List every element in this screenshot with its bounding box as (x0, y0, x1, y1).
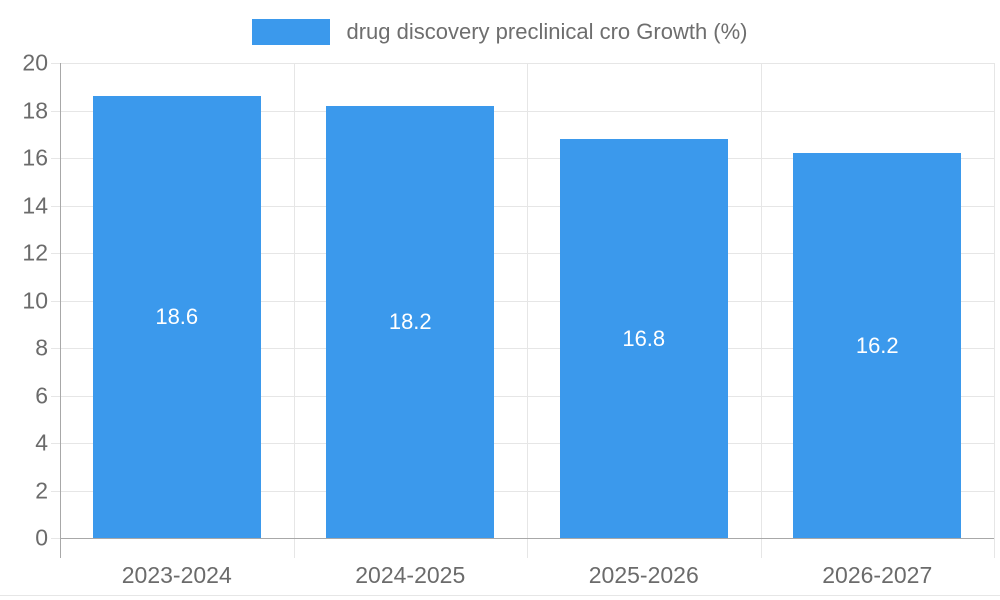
legend-label: drug discovery preclinical cro Growth (%… (346, 19, 748, 44)
bar (326, 105, 495, 538)
x-axis-tick (293, 538, 295, 558)
legend-swatch (252, 19, 331, 45)
x-tick-label: 2024-2025 (355, 562, 466, 588)
y-axis-tick (51, 348, 60, 349)
bar-value-label: 16.8 (622, 325, 666, 351)
zero-line (60, 538, 994, 539)
x-axis-tick (994, 538, 995, 558)
chart-legend: drug discovery preclinical cro Growth (%… (0, 14, 1000, 50)
y-axis-line (60, 63, 61, 558)
y-tick-label: 2 (35, 477, 48, 503)
y-tick-label: 4 (35, 429, 48, 456)
y-axis-tick (51, 63, 60, 64)
x-axis-tick (527, 538, 528, 558)
y-tick-label: 10 (22, 287, 48, 313)
y-tick-label: 20 (22, 49, 48, 76)
x-axis-tick (760, 538, 762, 558)
y-tick-label: 12 (22, 239, 48, 266)
y-tick-label: 16 (22, 144, 48, 171)
y-tick-label: 8 (35, 334, 48, 361)
y-axis-tick (51, 443, 60, 444)
v-gridline (760, 63, 762, 538)
y-axis-tick (51, 253, 60, 254)
bar (559, 139, 728, 538)
x-tick-label: 2023-2024 (121, 562, 232, 588)
v-gridline (293, 63, 295, 538)
v-gridline (994, 63, 995, 538)
x-tick-label: 2026-2027 (822, 562, 933, 588)
bottom-rule (0, 595, 1000, 596)
y-tick-label: 0 (35, 524, 48, 551)
y-axis-tick (51, 490, 60, 492)
y-tick-label: 6 (35, 382, 48, 408)
bar-value-label: 18.2 (388, 308, 432, 334)
y-tick-label: 18 (22, 97, 48, 123)
y-axis-tick (51, 395, 60, 397)
bar (793, 153, 962, 538)
v-gridline (527, 63, 528, 538)
y-axis-tick (51, 110, 60, 112)
y-tick-label: 14 (22, 192, 48, 218)
y-axis-tick (51, 538, 60, 539)
bar-value-label: 16.2 (855, 332, 899, 358)
bar-value-label: 18.6 (155, 304, 199, 330)
bar (92, 96, 261, 538)
y-axis-tick (51, 300, 60, 302)
y-axis-tick (51, 205, 60, 207)
x-tick-label: 2025-2026 (588, 562, 699, 588)
y-axis-tick (51, 158, 60, 159)
